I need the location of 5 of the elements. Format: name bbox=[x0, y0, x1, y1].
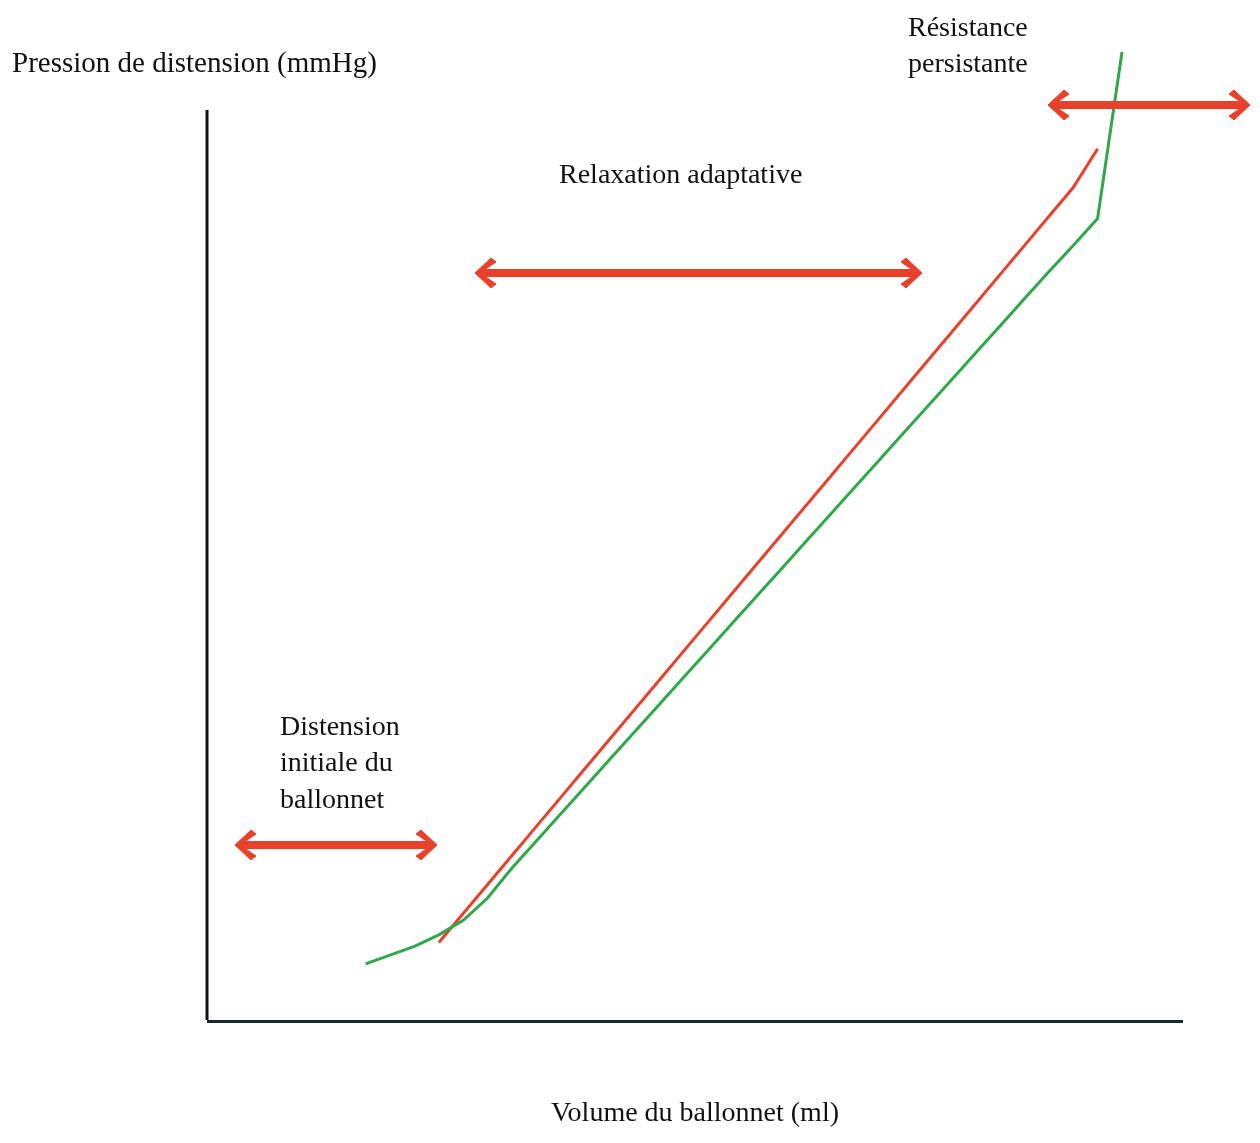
annotation: Résistance persistante bbox=[908, 11, 1028, 79]
x-axis-title: Volume du ballonnet (ml) bbox=[551, 1096, 839, 1128]
y-axis-title: Pression de distension (mmHg) bbox=[12, 46, 377, 79]
annotation: Relaxation adaptative bbox=[559, 158, 803, 189]
annotation: Distension initiale du ballonnet bbox=[280, 710, 400, 814]
